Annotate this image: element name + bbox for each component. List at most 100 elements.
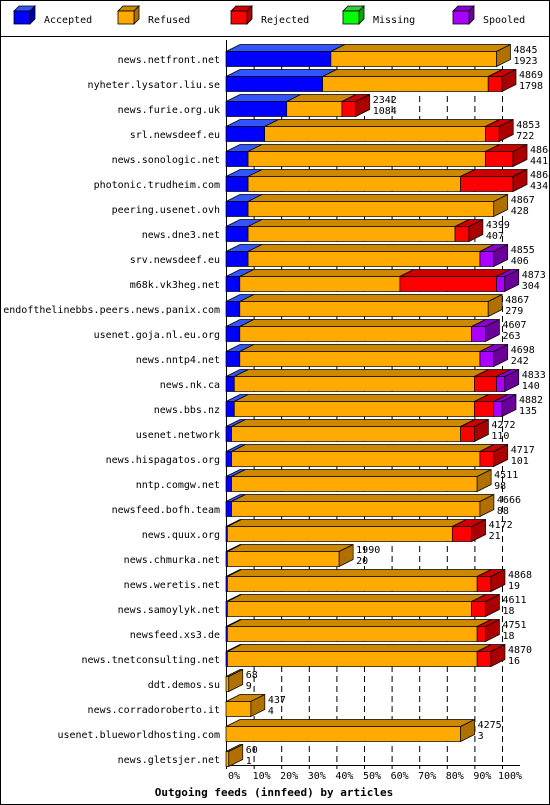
- feed-name-label: srl.newsdeef.eu: [130, 130, 220, 141]
- offered-count: 4717: [511, 445, 535, 456]
- offered-count: 4868: [530, 145, 550, 156]
- feed-name-label: usenet.goja.nl.eu.org: [94, 330, 220, 341]
- bar-segment-rejected: [476, 626, 486, 642]
- bar-segment-accepted: [225, 476, 232, 492]
- feed-name-label: peering.usenet.ovh: [112, 205, 220, 216]
- bar-segment-refused: [286, 101, 343, 117]
- bar-segment-rejected: [476, 651, 492, 667]
- bar-segment-top-refused: [247, 194, 508, 202]
- bar-segment-refused: [247, 201, 495, 217]
- bar-segment-refused: [227, 651, 478, 667]
- bar-segment-top-accepted: [225, 44, 346, 52]
- bar-end-cap: [501, 393, 517, 418]
- accepted-count: 434: [530, 181, 548, 192]
- bar-segment-top-refused: [247, 219, 470, 227]
- feed-name-label: news.netfront.net: [118, 55, 220, 66]
- bar-segment-top-refused: [231, 469, 492, 477]
- offered-count: 4867: [511, 195, 535, 206]
- bar-segment-rejected: [487, 76, 503, 92]
- bar-segment-accepted: [225, 301, 241, 317]
- legend-label: Missing: [373, 15, 415, 26]
- bar-segment-spooled: [496, 276, 506, 292]
- offered-count: 4511: [494, 470, 518, 481]
- bar-segment-accepted: [225, 276, 241, 292]
- legend-label: Spooled: [483, 15, 525, 26]
- accepted-count: 3: [478, 731, 484, 742]
- bar-segment-top-refused: [231, 494, 495, 502]
- feed-name-label: news.hispagatos.org: [106, 455, 220, 466]
- bar-segment-rejected: [485, 151, 514, 167]
- legend: Accepted Refused Rejected Missing Spooled: [13, 5, 525, 26]
- feed-name-label: news.weretis.net: [124, 580, 220, 591]
- bar-segment-accepted: [225, 501, 232, 517]
- bar-segment-accepted: [225, 376, 235, 392]
- bar-segment-accepted: [225, 426, 232, 442]
- x-tick-label: 90%: [473, 771, 491, 782]
- feed-name-label: news.tnetconsulting.net: [82, 655, 220, 666]
- accepted-count: 98: [494, 481, 506, 492]
- bar-segment-rejected: [471, 601, 486, 617]
- bar-segment-rejected: [454, 226, 470, 242]
- bar-segment-rejected: [474, 401, 495, 417]
- offered-count: 4870: [508, 645, 532, 656]
- bar-segment-spooled: [479, 251, 495, 267]
- feed-name-label: nntp.comgw.net: [136, 480, 220, 491]
- legend-label: Rejected: [261, 15, 309, 26]
- bar-end-cap: [512, 168, 528, 193]
- legend-swatch: [452, 10, 470, 25]
- offered-count: 60: [246, 745, 258, 756]
- bar-segment-refused: [225, 726, 461, 742]
- bar-segment-refused: [231, 476, 478, 492]
- bar-segment-refused: [247, 176, 461, 192]
- x-tick-label: 20%: [280, 771, 298, 782]
- offered-count: 4275: [478, 720, 502, 731]
- bar-segment-top-refused: [234, 394, 489, 402]
- offered-count: 4867: [505, 295, 529, 306]
- bar-row: news.gletsjer.net 601: [118, 743, 258, 768]
- x-tick-label: 30%: [308, 771, 326, 782]
- bar-segment-rejected: [476, 576, 492, 592]
- offered-count: 4845: [513, 45, 537, 56]
- bar-segment-top-refused: [239, 319, 486, 327]
- accepted-count: 88: [497, 506, 509, 517]
- legend-swatch: [230, 10, 248, 25]
- offered-count: 4172: [489, 520, 513, 531]
- accepted-count: 135: [519, 406, 537, 417]
- accepted-count: 20: [356, 556, 368, 567]
- bar-end-cap: [490, 568, 506, 593]
- bar-segment-rejected: [474, 376, 497, 392]
- bar-segment-spooled: [496, 376, 506, 392]
- bar-segment-top-refused: [227, 569, 492, 577]
- feed-name-label: m68k.vk3heg.net: [130, 280, 220, 291]
- accepted-count: 406: [511, 256, 529, 267]
- accepted-count: 279: [505, 306, 523, 317]
- bar-end-cap: [479, 493, 495, 518]
- bar-end-cap: [250, 693, 266, 718]
- feed-name-label: news.dne3.net: [142, 230, 220, 241]
- bar-end-cap: [493, 193, 509, 218]
- bar-segment-refused: [225, 751, 230, 767]
- accepted-count: 428: [511, 206, 529, 217]
- feed-name-label: news.samoylyk.net: [118, 605, 220, 616]
- bar-segment-refused: [264, 126, 486, 142]
- bar-segment-top-refused: [247, 169, 475, 177]
- bar-segment-refused: [239, 326, 472, 342]
- bar-segment-accepted: [225, 126, 265, 142]
- bar-segment-rejected: [460, 426, 475, 442]
- offered-count: 4853: [516, 120, 540, 131]
- offered-count: 4611: [502, 595, 526, 606]
- accepted-count: 1: [246, 756, 252, 767]
- bar-row: endofthelinebbs.peers.news.panix.com 4867…: [3, 293, 529, 318]
- offered-count: 1990: [356, 545, 380, 556]
- bar-segment-refused: [227, 576, 478, 592]
- plot-area: 0% 10% 20% 30% 40% 50% 60% 70% 80% 90% 100% news.ne…: [3, 40, 550, 782]
- x-tick-label: 70%: [418, 771, 436, 782]
